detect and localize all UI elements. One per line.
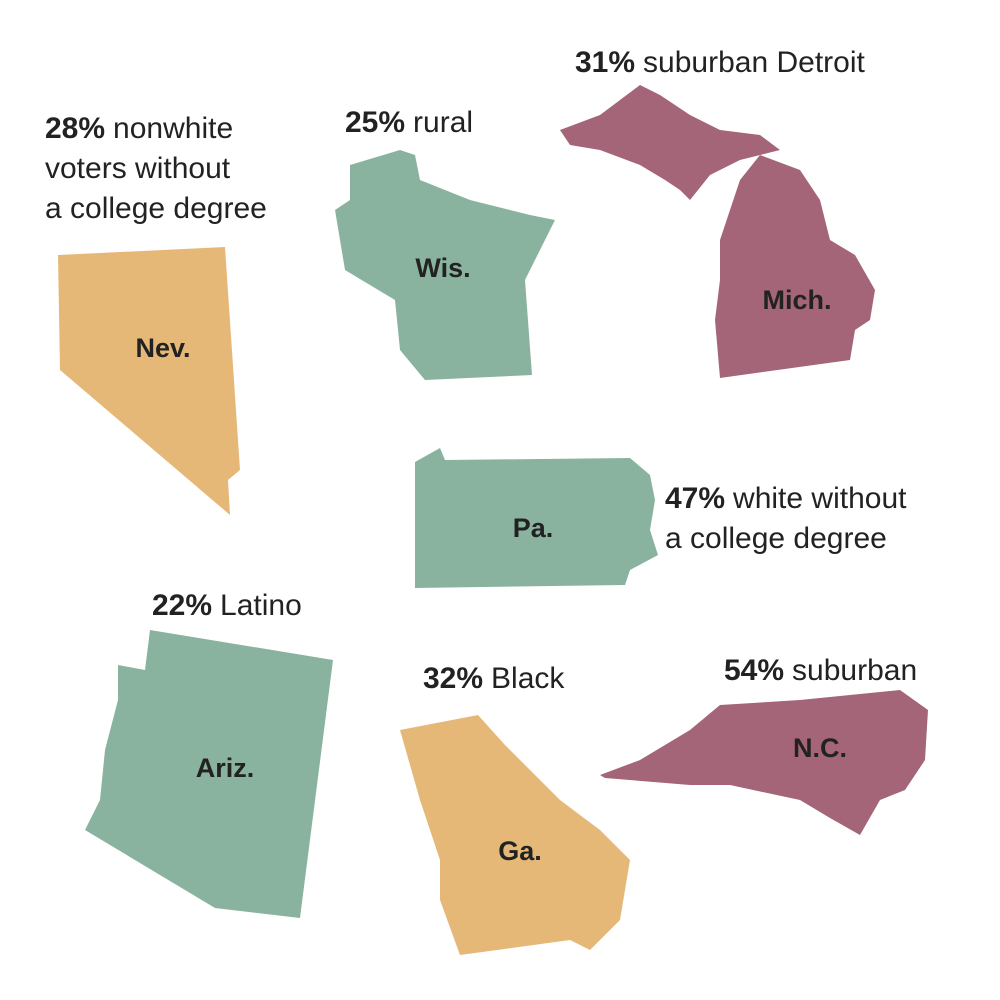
- state-shape: [600, 690, 928, 835]
- label-text: rural: [413, 106, 473, 139]
- state: Wis. 25% rural: [335, 106, 555, 380]
- label-text: voters without: [45, 152, 231, 185]
- state: Ga. 32% Black: [400, 662, 630, 955]
- label-pct: 54%: [724, 654, 784, 687]
- label-text: Latino: [220, 589, 302, 622]
- label-pct: 31%: [575, 46, 635, 79]
- state-shape: [58, 247, 240, 515]
- state-label: 47% white without a college degree: [665, 482, 907, 555]
- state-label: 32% Black: [423, 662, 565, 695]
- state-abbr: Mich.: [762, 285, 831, 315]
- state: Nev. 28% nonwhite voters without a college d…: [45, 112, 267, 515]
- state-abbr: N.C.: [793, 733, 847, 763]
- state-label: 54% suburban: [724, 654, 917, 687]
- state-label: 25% rural: [345, 106, 473, 139]
- label-text: nonwhite: [113, 112, 233, 145]
- label-pct: 22%: [152, 589, 212, 622]
- label-text: white without: [732, 482, 907, 515]
- label-pct: 25%: [345, 106, 405, 139]
- state-shape: [335, 150, 555, 380]
- state-shape: [715, 155, 875, 378]
- state-shape: [85, 630, 333, 918]
- label-text: suburban Detroit: [643, 46, 865, 79]
- label-text: Black: [491, 662, 565, 695]
- state-label: 28% nonwhite voters without a college degre…: [45, 112, 267, 225]
- state: N.C. 54% suburban: [600, 654, 928, 835]
- label-pct: 47%: [665, 482, 725, 515]
- state-shape: [560, 85, 780, 200]
- state-label: 22% Latino: [152, 589, 302, 622]
- label-pct: 32%: [423, 662, 483, 695]
- state-abbr: Nev.: [135, 333, 190, 363]
- label-text: suburban: [792, 654, 917, 687]
- label-text: a college degree: [665, 522, 887, 555]
- state-abbr: Ga.: [498, 836, 542, 866]
- state-abbr: Pa.: [513, 513, 554, 543]
- state: Ariz. 22% Latino: [85, 589, 333, 918]
- state-shape: [400, 715, 630, 955]
- state: Pa. 47% white without a college degree: [415, 448, 907, 588]
- state-abbr: Ariz.: [196, 753, 255, 783]
- label-pct: 28%: [45, 112, 105, 145]
- state-label: 31% suburban Detroit: [575, 46, 866, 79]
- state-shape: [415, 448, 658, 588]
- state: Mich. 31% suburban Detroit: [560, 46, 875, 378]
- label-text: a college degree: [45, 192, 267, 225]
- state-abbr: Wis.: [415, 253, 470, 283]
